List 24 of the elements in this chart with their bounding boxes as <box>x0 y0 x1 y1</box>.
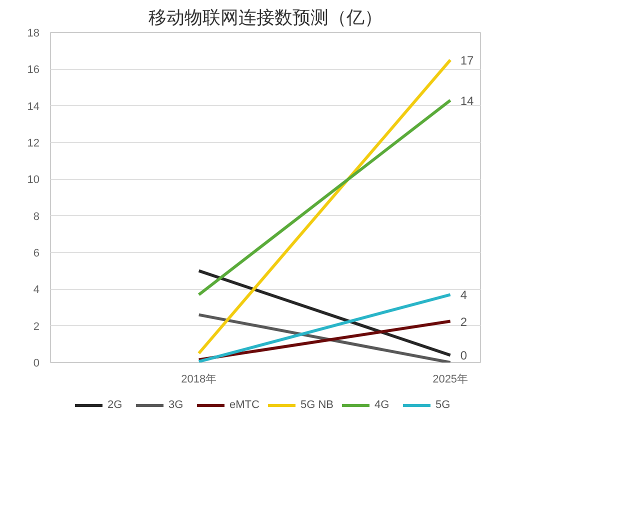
data-label: 2 <box>460 314 468 329</box>
y-tick-label: 14 <box>27 100 40 113</box>
data-label: 14 <box>460 94 474 108</box>
data-label: 4 <box>460 288 468 302</box>
chart-title: 移动物联网连接数预测（亿） <box>148 8 382 28</box>
y-tick-label: 18 <box>27 28 40 40</box>
y-tick-label: 12 <box>27 138 40 150</box>
legend-label: 2G <box>108 399 124 411</box>
y-tick-label: 16 <box>27 64 40 76</box>
data-label: 0 <box>460 348 468 363</box>
y-tick-label: 6 <box>33 248 40 260</box>
y-tick-label: 0 <box>33 358 40 370</box>
y-tick-label: 2 <box>33 320 40 333</box>
legend-label: 5G NB <box>300 399 334 411</box>
legend-label: 3G <box>168 399 184 411</box>
y-tick-label: 4 <box>33 284 40 296</box>
legend-label: 4G <box>374 399 390 411</box>
legend-label: 5G <box>435 399 452 411</box>
y-tick-label: 8 <box>33 210 40 223</box>
x-tick-label: 2025年 <box>432 374 468 386</box>
x-tick-label: 2018年 <box>181 374 217 386</box>
data-label: 17 <box>460 54 474 68</box>
y-tick-label: 10 <box>27 174 40 186</box>
legend-label: eMTC <box>230 399 260 411</box>
